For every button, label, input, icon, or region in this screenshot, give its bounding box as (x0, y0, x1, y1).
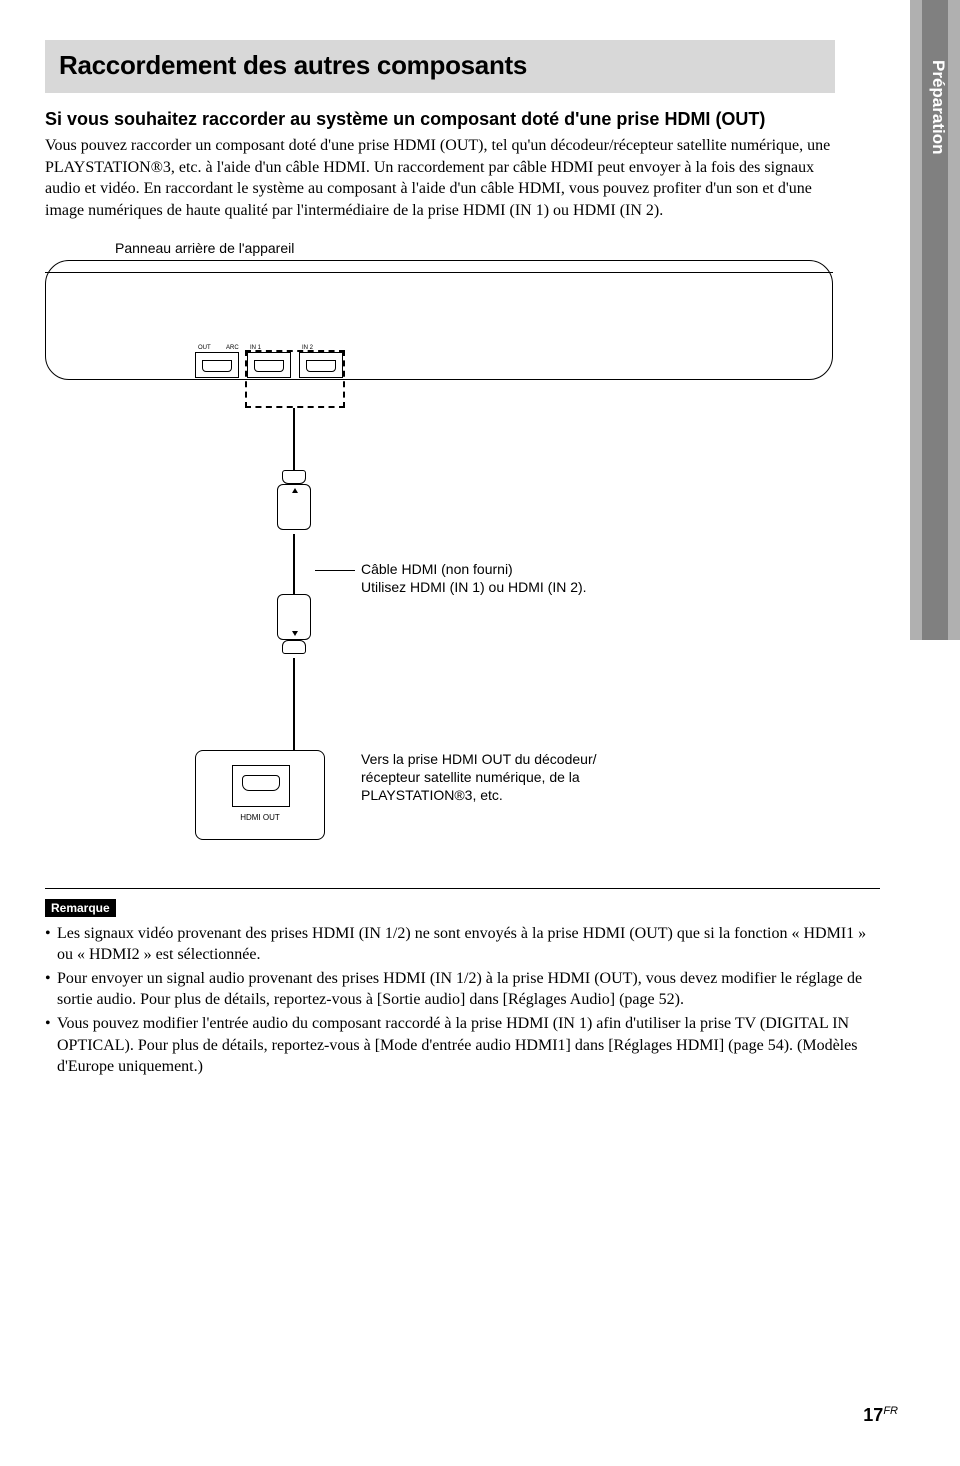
page-number: 17FR (863, 1405, 898, 1426)
callout-cable: Câble HDMI (non fourni) Utilisez HDMI (I… (361, 560, 587, 596)
callout-cable-line2: Utilisez HDMI (IN 1) ou HDMI (IN 2). (361, 579, 587, 595)
hdmi-plug-top (277, 470, 311, 530)
callout-destination: Vers la prise HDMI OUT du décodeur/ réce… (361, 750, 597, 805)
signal-line-mid (293, 534, 295, 594)
selected-ports-highlight (245, 350, 345, 408)
section-title: Raccordement des autres composants (59, 50, 821, 81)
note-badge: Remarque (45, 899, 116, 917)
callout-cable-line1: Câble HDMI (non fourni) (361, 561, 513, 577)
destination-port-slot (242, 775, 280, 791)
destination-port-label: HDMI OUT (196, 813, 324, 822)
panel-caption: Panneau arrière de l'appareil (115, 240, 835, 256)
page-number-value: 17 (863, 1405, 883, 1425)
connection-diagram: OUT ARC IN 1 IN 2 Câble HDMI (non fo (45, 260, 835, 870)
page-number-lang: FR (883, 1405, 898, 1417)
note-list: Les signaux vidéo provenant des prises H… (45, 923, 880, 1078)
note-item: Vous pouvez modifier l'entrée audio du c… (45, 1013, 880, 1078)
note-item: Pour envoyer un signal audio provenant d… (45, 968, 880, 1011)
callout-dest-line2: récepteur satellite numérique, de la (361, 769, 580, 785)
port-out-label: OUT (197, 345, 212, 351)
page-content: Raccordement des autres composants Si vo… (45, 40, 835, 1080)
section-subhead: Si vous souhaitez raccorder au système u… (45, 107, 835, 131)
rear-panel-outline (45, 260, 833, 380)
signal-line-bottom (293, 658, 295, 750)
intro-paragraph: Vous pouvez raccorder un composant doté … (45, 135, 835, 221)
callout-dest-line3: PLAYSTATION®3, etc. (361, 787, 503, 803)
hdmi-plug-bottom (277, 594, 311, 654)
port-out-slot (202, 360, 232, 372)
signal-line-top (293, 408, 295, 470)
destination-device: HDMI OUT (195, 750, 325, 840)
side-tab: Préparation (922, 0, 948, 640)
callout-cable-line (315, 570, 355, 571)
note-item: Les signaux vidéo provenant des prises H… (45, 923, 880, 966)
port-arc-label: ARC (225, 345, 240, 351)
section-title-bar: Raccordement des autres composants (45, 40, 835, 93)
rear-panel-ridge (45, 272, 833, 273)
callout-dest-line1: Vers la prise HDMI OUT du décodeur/ (361, 751, 597, 767)
note-section: Remarque Les signaux vidéo provenant des… (45, 888, 880, 1078)
